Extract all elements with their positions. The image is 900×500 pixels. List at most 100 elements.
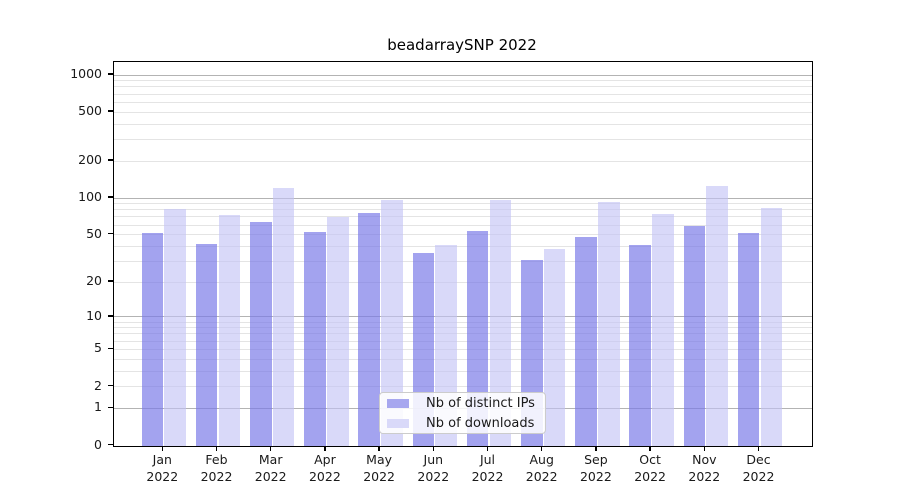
bar-ips-feb [195, 243, 218, 446]
bar-downloads-jul [489, 200, 512, 446]
x-tick-year: 2022 [579, 468, 612, 484]
y-tick-label: 200 [78, 152, 102, 168]
x-tick-year: 2022 [308, 468, 341, 484]
gridline-minor [114, 370, 812, 372]
gridline-minor [114, 260, 812, 262]
gridline-minor [114, 386, 812, 388]
x-tick-year: 2022 [146, 468, 179, 484]
x-tick [269, 446, 272, 451]
bar-downloads-mar [272, 188, 295, 446]
legend-label-downloads: Nb of downloads [426, 415, 535, 431]
x-tick [378, 446, 380, 451]
y-tick-label: 10 [86, 307, 102, 323]
bar-downloads-may [381, 199, 403, 446]
x-tick-label-nov: Nov 2022 [672, 452, 736, 485]
bar-downloads-dec [760, 207, 783, 446]
x-tick-label-aug: Aug 2022 [510, 452, 574, 485]
y-tick [107, 443, 113, 446]
x-tick-year: 2022 [200, 468, 233, 484]
x-tick [595, 446, 597, 451]
legend-swatch-distinct-ips [387, 398, 409, 408]
bar-ips-nov [683, 225, 706, 446]
gridline-major [114, 74, 812, 76]
x-tick-label-oct: Oct 2022 [618, 452, 682, 485]
gridline-minor [114, 111, 812, 113]
y-tick [107, 384, 113, 387]
x-tick-year: 2022 [417, 468, 450, 484]
x-tick-year: 2022 [742, 468, 775, 484]
y-tick [107, 159, 113, 161]
gridline-minor [114, 160, 812, 162]
gridline-minor [114, 340, 812, 342]
x-tick-month: Jun [423, 452, 444, 467]
x-tick-month: Jan [152, 452, 172, 467]
x-tick [215, 446, 218, 451]
x-tick [540, 446, 543, 451]
gridline-minor [114, 216, 812, 218]
legend-swatch-downloads [387, 418, 409, 428]
x-tick-label-mar: Mar 2022 [239, 452, 303, 485]
gridline-minor [114, 321, 812, 323]
bar-ips-oct [629, 245, 652, 446]
x-tick [486, 446, 489, 451]
gridline-minor [114, 281, 812, 283]
gridline-minor [114, 93, 812, 95]
gridline-minor [114, 101, 812, 103]
y-tick-label: 50 [86, 225, 102, 241]
y-tick [107, 232, 113, 235]
x-tick [703, 446, 706, 451]
y-tick-label: 1000 [70, 66, 102, 82]
plot-area [113, 61, 813, 447]
x-tick-label-jun: Jun 2022 [401, 452, 465, 485]
bar-downloads-nov [706, 185, 728, 446]
gridline-minor [114, 224, 812, 226]
x-tick-month: Mar [258, 452, 283, 467]
x-tick-month: Sep [584, 452, 608, 467]
y-tick [107, 196, 113, 198]
gridline-minor [114, 209, 812, 211]
y-tick-label: 1 [94, 399, 102, 415]
gridline-minor [114, 234, 812, 236]
y-tick [107, 347, 113, 350]
x-tick-month: Feb [205, 452, 228, 467]
x-tick [324, 446, 326, 451]
x-tick-label-feb: Feb 2022 [185, 452, 249, 485]
y-tick [107, 73, 113, 75]
x-tick-label-sep: Sep 2022 [564, 452, 628, 485]
bar-downloads-oct [652, 213, 674, 446]
x-tick-label-jan: Jan 2022 [130, 452, 194, 485]
bar-downloads-aug [543, 249, 566, 446]
x-tick-label-apr: Apr 2022 [293, 452, 357, 485]
y-tick [107, 406, 113, 409]
bar-ips-sep [575, 236, 597, 446]
y-tick-label: 100 [78, 189, 102, 204]
legend: Nb of distinct IPs Nb of downloads [379, 392, 546, 434]
x-tick-month: May [366, 452, 393, 467]
chart-title: beadarraySNP 2022 [387, 36, 537, 54]
bar-ips-apr [304, 231, 326, 446]
x-tick-year: 2022 [254, 468, 287, 484]
y-tick [107, 280, 113, 282]
y-tick [107, 110, 113, 112]
gridline-minor [114, 358, 812, 360]
legend-item-downloads: Nb of downloads [380, 415, 545, 432]
bar-downloads-feb [218, 214, 241, 446]
x-tick-month: Dec [746, 452, 771, 467]
legend-label-distinct-ips: Nb of distinct IPs [426, 395, 535, 411]
y-tick-label: 5 [94, 340, 102, 356]
y-tick-label: 2 [94, 377, 102, 393]
bar-downloads-sep [597, 202, 620, 446]
legend-item-distinct-ips: Nb of distinct IPs [380, 395, 545, 412]
x-tick-month: Oct [639, 452, 661, 467]
x-tick-label-jul: Jul 2022 [456, 452, 520, 485]
x-tick-year: 2022 [363, 468, 395, 484]
x-tick [432, 446, 435, 451]
x-tick-month: Apr [314, 452, 336, 467]
y-tick [107, 315, 113, 317]
gridline-minor [114, 86, 812, 88]
x-tick-year: 2022 [688, 468, 721, 484]
bar-downloads-apr [326, 216, 349, 446]
gridline-major [114, 197, 812, 199]
bar-ips-jul [466, 230, 489, 446]
